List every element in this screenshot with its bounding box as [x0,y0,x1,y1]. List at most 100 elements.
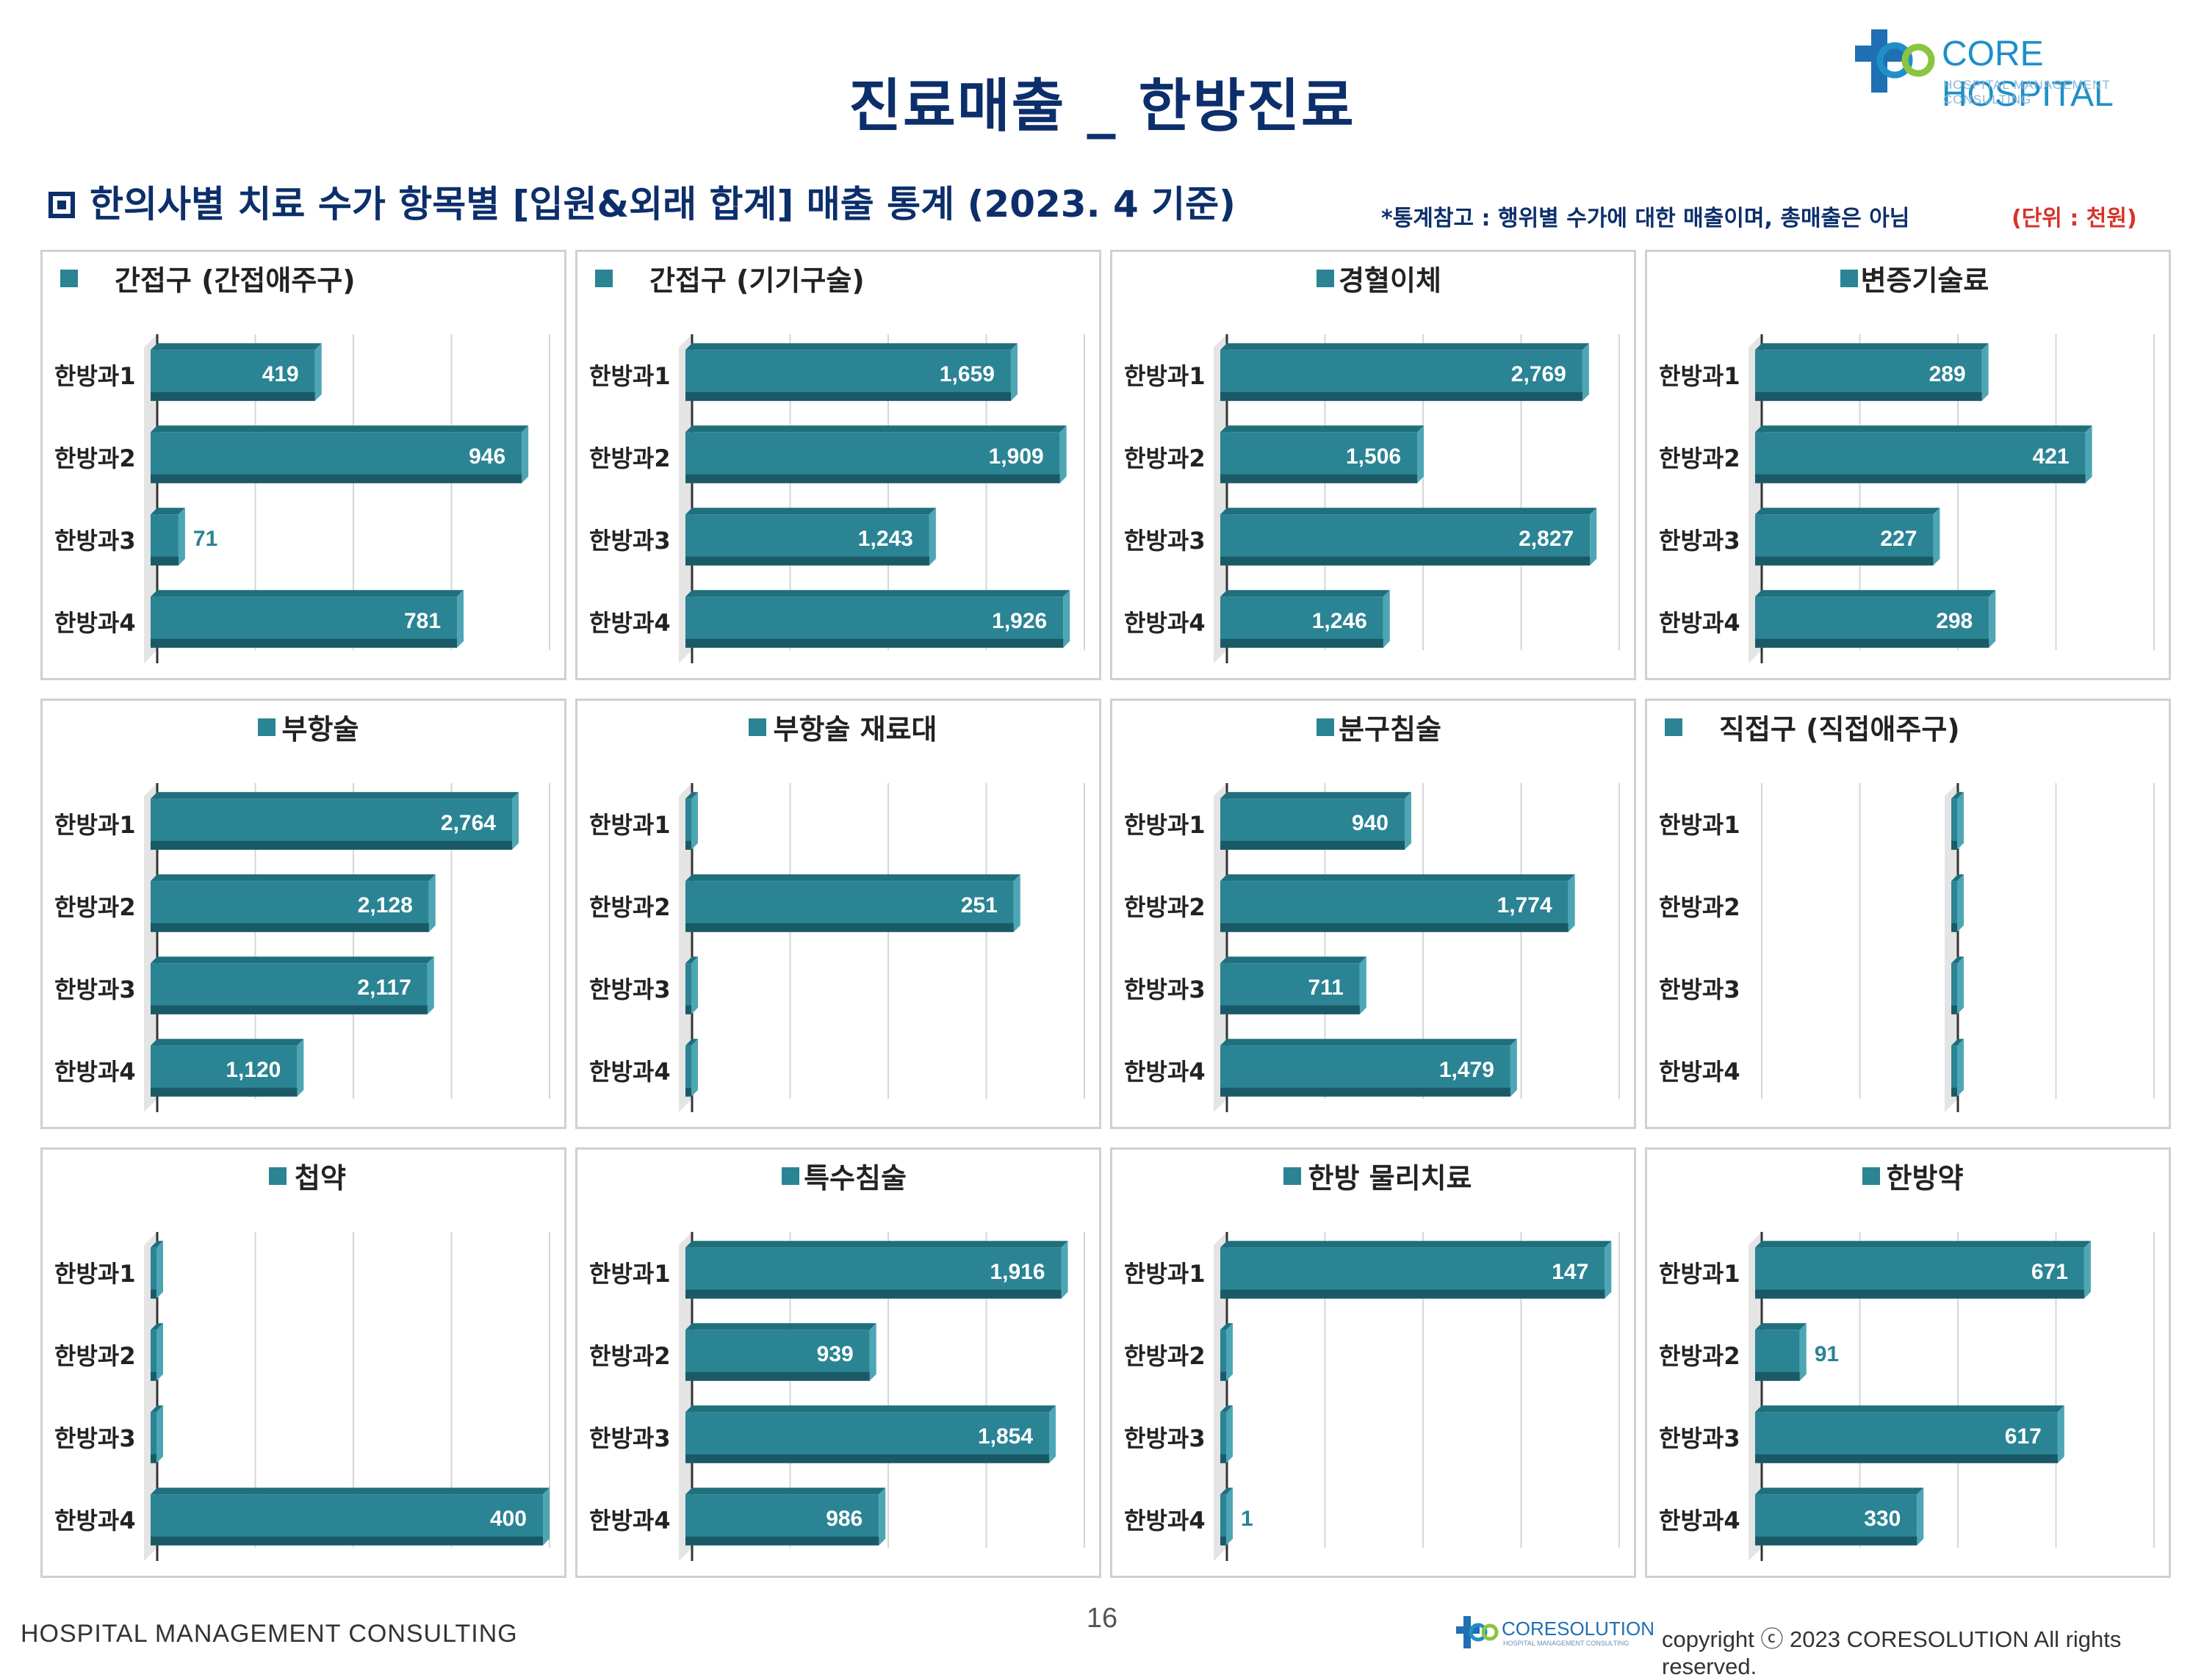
bar [1220,343,1589,401]
bar [1755,590,1996,648]
bar [151,1241,163,1299]
category-label: 한방과3 [589,976,671,1003]
category-label: 한방과4 [1124,609,1206,637]
bar [1951,792,1964,850]
bar [1220,1241,1612,1299]
data-label: 298 [1936,609,1973,633]
category-label: 한방과1 [589,811,671,839]
chart-title-text: 부항술 재료대 [774,713,937,746]
data-label: 2,764 [441,811,496,835]
bar [1220,1323,1233,1381]
chart-title-text: 간접구 (간접애주구) [115,264,356,297]
category-label: 한방과2 [54,444,136,472]
chart-title: 첩약 [269,1162,346,1194]
chart-wall [144,1232,157,1561]
category-label: 한방과2 [1124,893,1206,921]
bar [685,508,936,566]
category-label: 한방과4 [1124,1058,1206,1086]
category-label: 한방과3 [1659,1424,1740,1452]
legend-swatch [1317,718,1334,736]
chart-title: 특수침술 [782,1162,907,1194]
data-label: 251 [961,893,998,917]
category-label: 한방과1 [54,1260,136,1288]
bar [1951,956,1964,1014]
bar [151,590,464,648]
bar [1220,956,1366,1014]
category-label: 한방과1 [589,362,671,390]
chart-title-text: 특수침술 [804,1162,907,1194]
chart-title: 분구침술 [1317,713,1441,746]
bar [1220,792,1411,850]
legend-swatch [60,270,78,287]
chart-wall [1214,334,1227,663]
legend-swatch [749,718,766,736]
category-label: 한방과1 [54,811,136,839]
chart-title-text: 간접구 (기기구술) [649,264,865,297]
data-label: 1 [1241,1507,1253,1531]
category-label: 한방과4 [1124,1507,1206,1535]
chart-title-text: 부항술 [282,713,359,746]
data-label: 1,243 [858,527,913,551]
logo-name: CORE HOSPITAL [1942,35,2114,114]
data-label: 617 [2005,1424,2042,1449]
category-label: 한방과4 [1659,1058,1740,1086]
chart-title-text: 변증기술료 [1861,264,1989,297]
data-label: 421 [2033,444,2070,469]
bar [1220,1488,1233,1546]
bar [1951,874,1964,932]
chart-panel: 특수침술 한방과1 1,916 한방과2 939 한방과3 1,854 한방과4 986 [575,1147,1101,1578]
chart-title: 한방약 [1862,1162,1963,1194]
category-label: 한방과1 [54,362,136,390]
data-label: 400 [490,1507,527,1531]
bar [685,1039,698,1097]
chart-title-text: 첩약 [295,1162,346,1194]
bar [151,1405,163,1463]
legend-swatch [1283,1167,1301,1185]
category-label: 한방과1 [1659,362,1740,390]
page-title: 진료매출 _ 한방진료 [849,73,1355,140]
section-subtitle-text: 한의사별 치료 수가 항목별 [입원&외래 합계] 매출 통계 (2023. 4… [90,183,1236,226]
data-label: 986 [826,1507,862,1531]
data-label: 671 [2031,1260,2068,1284]
bar [685,956,698,1014]
data-label: 71 [193,527,217,551]
data-label: 1,774 [1497,893,1552,917]
category-label: 한방과2 [589,893,671,921]
chart-title: 부항술 [258,713,359,746]
bar-chart: 간접구 (간접애주구) 한방과1 419 한방과2 946 한방과3 71 한방과4 781 [54,264,550,663]
bar [685,1488,886,1546]
bar [151,874,436,932]
data-label: 2,128 [358,893,413,917]
data-label: 1,916 [990,1260,1045,1284]
chart-panel: 간접구 (기기구술) 한방과1 1,659 한방과2 1,909 한방과3 1,243 한방과… [575,250,1101,680]
legend-swatch [1862,1167,1880,1185]
data-label: 2,769 [1511,362,1566,386]
category-label: 한방과3 [589,527,671,555]
chart-title-text: 한방 물리치료 [1308,1162,1472,1194]
bar [1755,343,1989,401]
footer-company: HOSPITAL MANAGEMENT CONSULTING [21,1620,518,1648]
bar [685,590,1070,648]
chart-wall [1945,783,1958,1112]
bar [685,1323,876,1381]
category-label: 한방과3 [54,527,136,555]
chart-wall [144,334,157,663]
chart-wall [144,783,157,1112]
category-label: 한방과4 [589,1058,671,1086]
chart-panel: 한방 물리치료 한방과1 147 한방과2 한방과3 한방과4 1 [1110,1147,1636,1578]
category-label: 한방과2 [1124,1342,1206,1370]
data-label: 940 [1352,811,1389,835]
category-label: 한방과2 [54,1342,136,1370]
category-label: 한방과3 [589,1424,671,1452]
chart-panel: 부항술 한방과1 2,764 한방과2 2,128 한방과3 2,117 한방과4 1,120 [40,699,566,1129]
data-label: 289 [1929,362,1966,386]
copyright-text: copyright ⓒ 2023 CORESOLUTION All rights… [1662,1626,2122,1679]
bar [151,1323,163,1381]
footer-logo-tagline: HOSPITAL MANAGEMENT CONSULTING [1503,1640,1629,1647]
